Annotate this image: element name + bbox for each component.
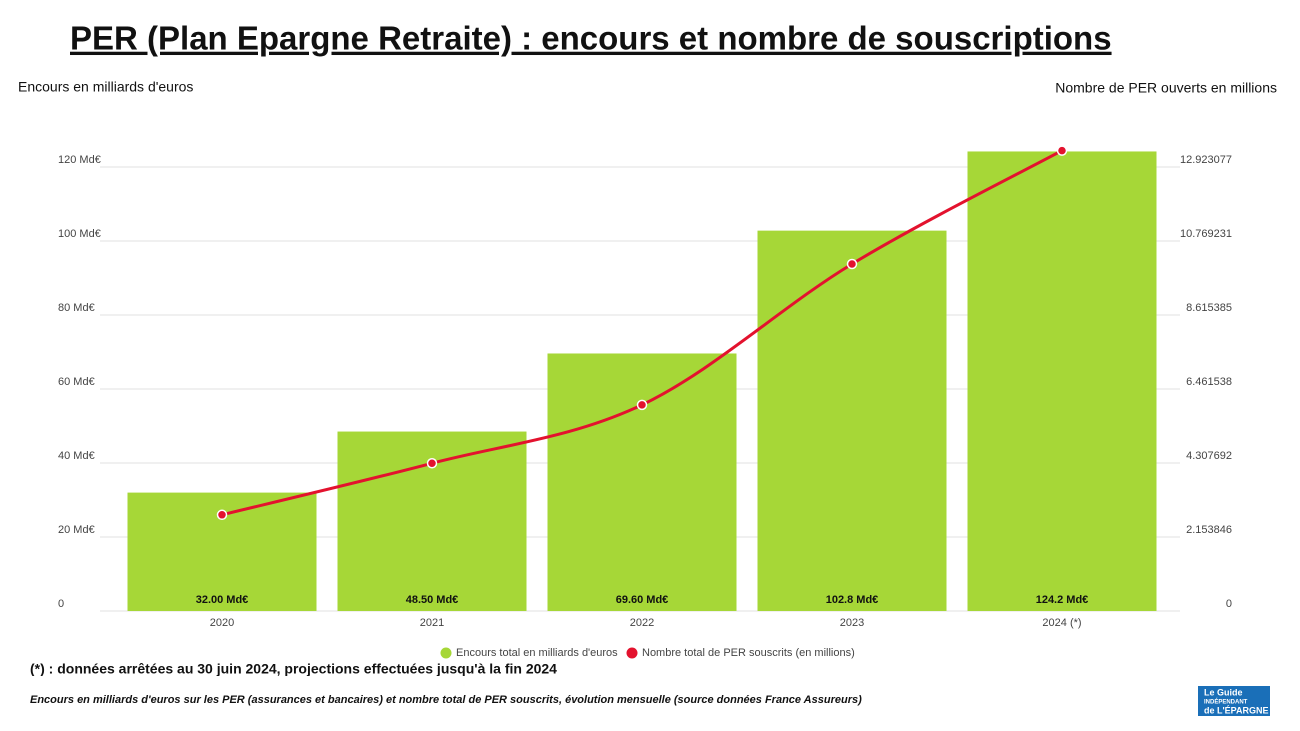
caption: Encours en milliards d'euros sur les PER… (30, 694, 862, 706)
legend-swatch (626, 647, 638, 659)
y-tick-label: 0 (58, 598, 64, 610)
bar-value-label: 69.60 Md€ (616, 594, 669, 606)
line-point (216, 509, 228, 521)
y-tick-label: 20 Md€ (58, 524, 95, 536)
y2-tick-label: 8.615385 (1186, 302, 1232, 314)
bar (757, 230, 947, 611)
y2-tick-label: 4.307692 (1186, 450, 1232, 462)
y2-tick-label: 2.153846 (1186, 524, 1232, 536)
bar-value-label: 32.00 Md€ (196, 594, 249, 606)
bar-value-label: 124.2 Md€ (1036, 594, 1089, 606)
x-tick-label: 2021 (420, 617, 444, 629)
y2-tick-label: 6.461538 (1186, 376, 1232, 388)
chart-title: PER (Plan Epargne Retraite) : encours et… (70, 20, 1112, 57)
line-point (1056, 145, 1068, 156)
x-tick-label: 2022 (630, 617, 654, 629)
y-tick-label: 40 Md€ (58, 450, 95, 462)
footnote-mask (0, 676, 1300, 688)
logo-text: INDÉPENDANT (1204, 698, 1248, 706)
y2-tick-label: 0 (1226, 598, 1232, 610)
legend-label: Encours total en milliards d'euros (456, 647, 618, 659)
logo-box (1198, 686, 1270, 716)
x-tick-label: 2023 (840, 617, 864, 629)
y2-axis-title: Nombre de PER ouverts en millions (1055, 80, 1277, 96)
bar (967, 151, 1157, 611)
legend-swatch (440, 647, 452, 659)
bar (547, 353, 737, 611)
bar-value-label: 48.50 Md€ (406, 594, 459, 606)
footnote: (*) : données arrêtées au 30 juin 2024, … (30, 661, 557, 677)
line-point (426, 458, 438, 469)
legend-label: Nombre total de PER souscrits (en millio… (642, 647, 855, 659)
logo-text: Le Guide (1204, 687, 1243, 697)
y2-tick-label: 10.769231 (1180, 228, 1232, 240)
x-tick-label: 2020 (210, 617, 234, 629)
x-tick-label: 2024 (*) (1042, 617, 1081, 629)
y-tick-label: 80 Md€ (58, 302, 95, 314)
y-axis-title: Encours en milliards d'euros (18, 79, 193, 95)
line-point (846, 258, 858, 270)
logo: Le Guide INDÉPENDANT de L'ÉPARGNE (1198, 686, 1270, 716)
bar-value-label: 102.8 Md€ (826, 594, 879, 606)
y-tick-label: 120 Md€ (58, 154, 101, 166)
y-tick-label: 60 Md€ (58, 376, 95, 388)
y2-tick-label: 12.923077 (1180, 154, 1232, 166)
y-tick-label: 100 Md€ (58, 228, 101, 240)
line-point (636, 399, 648, 411)
logo-text: de L'ÉPARGNE (1204, 705, 1268, 715)
